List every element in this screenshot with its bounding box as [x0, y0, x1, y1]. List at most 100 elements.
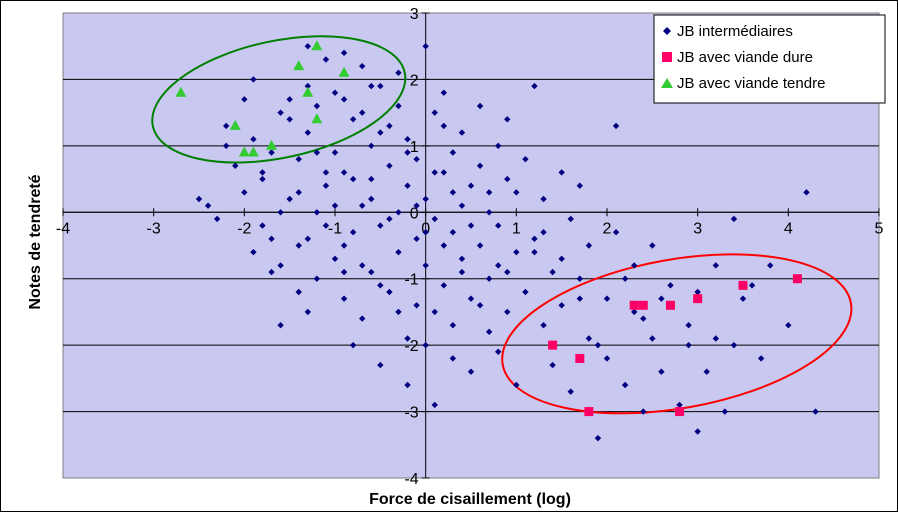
point-intermediaire	[377, 282, 384, 289]
point-intermediaire	[377, 361, 384, 369]
point-viande-dure	[693, 294, 703, 304]
point-intermediaire	[476, 242, 484, 249]
point-intermediaire	[549, 361, 556, 369]
point-intermediaire	[667, 282, 674, 289]
point-intermediaire	[803, 189, 810, 196]
point-intermediaire	[748, 282, 756, 289]
legend-square-icon	[662, 52, 672, 62]
point-intermediaire	[585, 242, 593, 249]
point-intermediaire	[721, 408, 729, 415]
point-intermediaire	[739, 295, 747, 302]
point-intermediaire	[594, 341, 602, 349]
point-intermediaire	[340, 49, 348, 57]
point-intermediaire	[476, 302, 484, 309]
point-intermediaire	[440, 122, 447, 130]
point-intermediaire	[331, 89, 339, 96]
point-intermediaire	[458, 129, 466, 136]
point-intermediaire	[449, 322, 457, 329]
y-tick-label: 3	[410, 6, 419, 23]
point-intermediaire	[422, 195, 429, 203]
point-intermediaire	[594, 434, 602, 442]
x-tick-label: 5	[875, 220, 884, 237]
point-intermediaire	[295, 155, 302, 163]
point-intermediaire	[395, 248, 402, 256]
point-intermediaire	[195, 195, 203, 203]
point-intermediaire	[685, 322, 692, 329]
point-intermediaire	[295, 189, 302, 196]
point-intermediaire	[349, 175, 357, 183]
x-axis-title: Force de cisaillement (log)	[369, 491, 571, 508]
point-intermediaire	[313, 102, 321, 110]
point-viande-dure	[548, 340, 558, 350]
point-intermediaire	[404, 381, 411, 389]
point-intermediaire	[513, 381, 520, 389]
legend-label-viande-tendre: JB avec viande tendre	[677, 75, 825, 92]
point-intermediaire	[567, 215, 574, 223]
point-intermediaire	[395, 102, 402, 110]
point-intermediaire	[413, 202, 420, 209]
point-intermediaire	[250, 136, 257, 143]
point-intermediaire	[413, 235, 420, 243]
point-intermediaire	[712, 335, 719, 342]
y-tick-label: -1	[404, 272, 418, 289]
point-intermediaire	[485, 189, 493, 196]
point-intermediaire	[286, 116, 293, 123]
point-intermediaire	[531, 82, 538, 90]
point-intermediaire	[268, 149, 275, 156]
point-viande-tendre	[238, 146, 250, 157]
point-intermediaire	[377, 82, 384, 90]
point-viande-tendre	[311, 113, 323, 124]
point-viande-tendre	[175, 86, 187, 97]
point-viande-tendre	[338, 66, 350, 77]
legend-label-viande-dure: JB avec viande dure	[677, 49, 813, 66]
point-intermediaire	[495, 142, 502, 150]
point-intermediaire	[467, 368, 475, 375]
point-intermediaire	[531, 248, 538, 256]
point-intermediaire	[304, 43, 311, 50]
legend-box	[653, 14, 886, 104]
point-intermediaire	[368, 82, 375, 90]
point-intermediaire	[495, 222, 502, 229]
point-intermediaire	[495, 348, 502, 355]
point-viande-tendre	[266, 139, 278, 150]
point-intermediaire	[386, 162, 393, 169]
point-intermediaire	[359, 62, 366, 70]
point-intermediaire	[585, 335, 593, 342]
point-intermediaire	[449, 149, 457, 156]
point-intermediaire	[304, 308, 311, 316]
point-viande-tendre	[302, 86, 314, 97]
point-intermediaire	[295, 242, 302, 249]
point-intermediaire	[395, 308, 402, 316]
point-intermediaire	[286, 96, 293, 103]
point-intermediaire	[694, 288, 701, 296]
point-intermediaire	[485, 209, 493, 216]
point-intermediaire	[504, 268, 511, 276]
point-intermediaire	[640, 408, 647, 415]
point-intermediaire	[440, 282, 447, 289]
point-intermediaire	[458, 255, 466, 262]
point-intermediaire	[223, 142, 230, 150]
point-intermediaire	[730, 341, 738, 349]
point-intermediaire	[322, 56, 330, 63]
point-intermediaire	[322, 169, 330, 176]
point-intermediaire	[513, 248, 520, 256]
point-intermediaire	[259, 175, 266, 183]
point-intermediaire	[404, 149, 411, 156]
point-intermediaire	[359, 315, 366, 322]
point-intermediaire	[386, 288, 393, 296]
point-intermediaire	[449, 355, 457, 362]
x-tick-label: 1	[512, 220, 521, 237]
point-intermediaire	[422, 43, 429, 50]
point-intermediaire	[204, 202, 212, 209]
point-intermediaire	[449, 189, 457, 196]
point-intermediaire	[658, 368, 665, 375]
point-intermediaire	[223, 122, 230, 130]
point-intermediaire	[603, 355, 611, 362]
point-intermediaire	[712, 262, 719, 269]
point-intermediaire	[449, 229, 457, 236]
point-intermediaire	[621, 381, 629, 389]
ellipse-viande-dure	[501, 253, 853, 415]
point-intermediaire	[268, 268, 275, 276]
legend-label-intermediaires: JB intermédiaires	[677, 23, 793, 40]
point-viande-tendre	[247, 146, 259, 157]
